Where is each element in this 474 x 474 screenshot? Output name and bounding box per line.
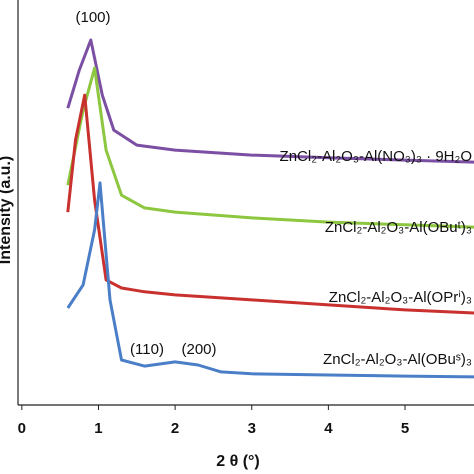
x-axis-title: 2 θ (°) [216, 453, 260, 470]
x-tick-label: 5 [401, 420, 409, 437]
series-label: ZnCl₂-Al₂O₃-Al(OBuᵗ)₃ [325, 219, 472, 236]
y-axis-title: Intensity (a.u.) [0, 156, 14, 264]
x-tick-label: 1 [94, 420, 102, 437]
series-line [66, 66, 474, 229]
x-tick-label: 3 [248, 420, 256, 437]
series-label: ZnCl₂-Al₂O₃-Al(NO₃)₃ · 9H₂O [280, 148, 472, 165]
x-tick-label: 2 [171, 420, 179, 437]
series-line [66, 38, 474, 164]
x-tick-label: 0 [18, 420, 26, 437]
x-tick-label: 4 [324, 420, 333, 437]
peak-annotation: (200) [181, 341, 216, 358]
series-line [66, 181, 474, 379]
series-label: ZnCl₂-Al₂O₃-Al(OBuˢ)₃ [323, 351, 472, 368]
peak-annotation: (110) [130, 341, 164, 358]
series-line [66, 93, 474, 315]
series-label: ZnCl₂-Al₂O₃-Al(OPrⁱ)₃ [329, 289, 472, 306]
peak-annotation: (100) [75, 9, 110, 26]
